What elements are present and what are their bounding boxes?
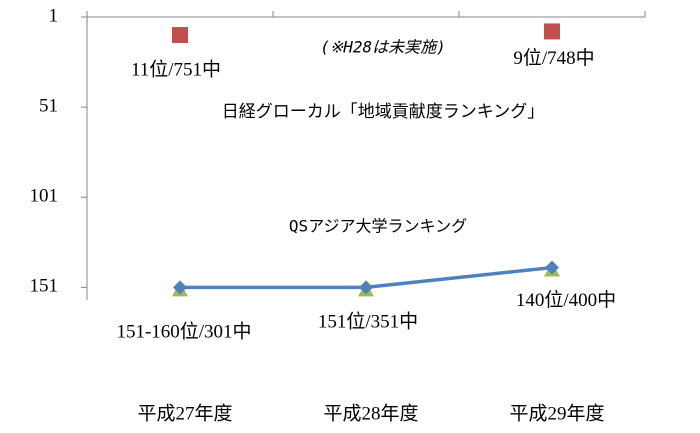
- data-label: 151位/351中: [318, 311, 418, 333]
- diamond-marker: [545, 260, 559, 275]
- annotation: 日経グローカル「地域貢献度ランキング」: [222, 102, 545, 122]
- x-tick-label: 平成28年度: [323, 402, 418, 424]
- x-tick-label: 平成27年度: [137, 402, 232, 424]
- data-label: 9位/748中: [513, 47, 594, 69]
- annotation: QSアジア大学ランキング: [289, 217, 467, 236]
- data-label: 140位/400中: [516, 289, 616, 311]
- diamond-marker: [359, 280, 373, 295]
- annotation: (※H28は未実施): [320, 38, 446, 57]
- square-marker: [172, 27, 188, 44]
- y-tick-label: 151: [30, 276, 59, 297]
- diamond-marker: [173, 280, 187, 295]
- x-tick-label: 平成29年度: [509, 402, 604, 424]
- data-label: 11位/751中: [131, 58, 221, 80]
- y-tick-label: 101: [30, 186, 59, 207]
- y-tick-label: 1: [49, 5, 59, 26]
- y-tick-label: 51: [39, 95, 58, 116]
- square-marker: [544, 23, 560, 40]
- data-label: 151-160位/301中: [116, 321, 251, 343]
